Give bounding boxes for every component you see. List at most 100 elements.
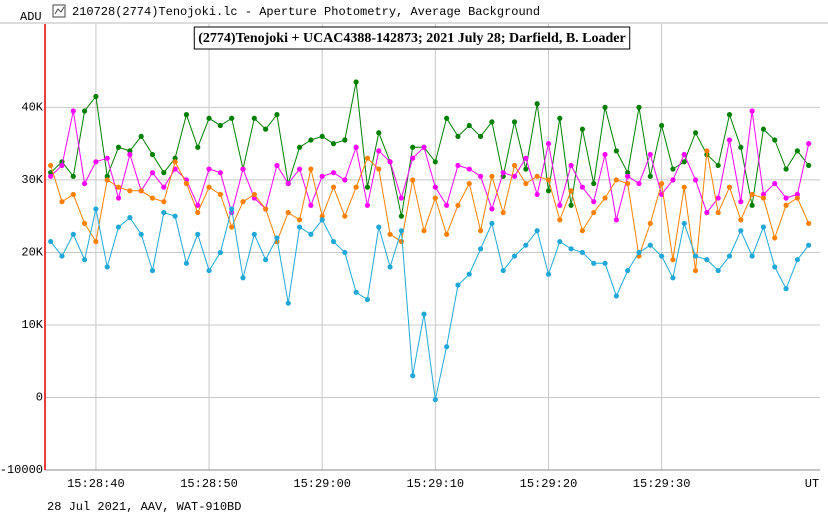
data-point (602, 151, 608, 158)
data-point (794, 257, 800, 263)
data-point (319, 173, 325, 179)
window-title: 210728(2774)Tenojoki.lc - Aperture Photo… (72, 5, 540, 19)
data-point (783, 202, 789, 208)
data-point (477, 173, 484, 179)
data-point (70, 231, 76, 237)
data-point (726, 253, 733, 259)
data-point (681, 159, 687, 165)
data-point (511, 173, 518, 179)
data-point (738, 228, 744, 234)
data-point (772, 235, 778, 241)
data-point (545, 141, 552, 147)
data-point (353, 289, 359, 295)
data-point (534, 101, 540, 107)
data-point (613, 293, 619, 299)
data-point (670, 166, 676, 172)
data-point (692, 267, 699, 274)
data-point (715, 209, 721, 216)
data-point (738, 217, 744, 223)
data-point (138, 133, 144, 140)
data-point (659, 122, 665, 129)
data-point (251, 191, 257, 198)
data-point (172, 155, 178, 161)
data-point (681, 151, 687, 158)
data-point (296, 144, 303, 150)
data-point (319, 133, 325, 140)
data-point (376, 148, 382, 154)
chart-title: (2774)Tenojoki + UCAC4388-142873; 2021 J… (198, 31, 625, 46)
data-point (477, 246, 484, 252)
data-point (285, 300, 291, 306)
data-point (48, 238, 54, 245)
data-point (602, 195, 608, 201)
data-point (138, 231, 144, 237)
data-point (749, 202, 755, 208)
data-point (342, 213, 348, 219)
data-point (376, 130, 382, 136)
data-point (568, 202, 574, 208)
data-point (70, 108, 76, 114)
data-point (511, 253, 518, 259)
data-point (806, 162, 812, 169)
data-point (738, 199, 744, 205)
data-point (115, 144, 122, 150)
data-point (466, 271, 472, 277)
data-point (772, 137, 778, 143)
data-point (523, 242, 529, 248)
data-point (591, 260, 597, 266)
data-point (749, 191, 755, 198)
data-point (319, 217, 325, 223)
data-point (591, 209, 597, 216)
data-point (387, 159, 393, 165)
data-point (93, 93, 99, 100)
plot: -10000 0 10K 20K 30K 40K 15:28:40 15:28:50 15:29… (0, 24, 820, 491)
data-point (353, 184, 359, 190)
data-point (523, 180, 529, 187)
data-point (172, 159, 178, 165)
data-point (115, 195, 122, 201)
data-point (511, 119, 518, 125)
data-point (726, 137, 733, 143)
data-point (93, 206, 99, 212)
data-point (308, 202, 314, 208)
data-point (308, 166, 314, 172)
data-point (432, 195, 438, 201)
data-point (104, 173, 110, 179)
data-point (285, 180, 291, 187)
data-point (602, 260, 608, 266)
data-point (285, 209, 291, 216)
data-point (511, 162, 518, 169)
data-point (296, 217, 303, 223)
data-point (251, 115, 257, 121)
x-axis-label: UT (805, 477, 819, 491)
data-point (59, 162, 65, 169)
data-point (579, 184, 586, 190)
data-point (217, 249, 223, 256)
data-point (127, 148, 133, 154)
data-point (138, 188, 144, 194)
y-tick-label: 40K (21, 101, 43, 115)
data-point (274, 112, 280, 118)
data-point (149, 151, 156, 158)
data-point (421, 311, 427, 317)
data-point (149, 195, 156, 201)
data-point (104, 177, 110, 183)
data-point (704, 257, 710, 263)
data-point (330, 238, 337, 245)
data-point (602, 104, 608, 110)
x-tick-label: 15:29:10 (407, 477, 465, 491)
data-point (410, 144, 416, 150)
y-axis-label: ADU (20, 10, 42, 24)
data-point (760, 191, 767, 198)
data-point (466, 180, 472, 187)
data-point (149, 267, 156, 274)
data-point (715, 267, 721, 274)
data-point (647, 151, 653, 158)
data-point (806, 220, 812, 227)
data-point (692, 177, 699, 183)
data-point (364, 202, 371, 208)
data-point (545, 188, 552, 194)
data-point (444, 202, 450, 208)
plot-area (45, 24, 820, 470)
